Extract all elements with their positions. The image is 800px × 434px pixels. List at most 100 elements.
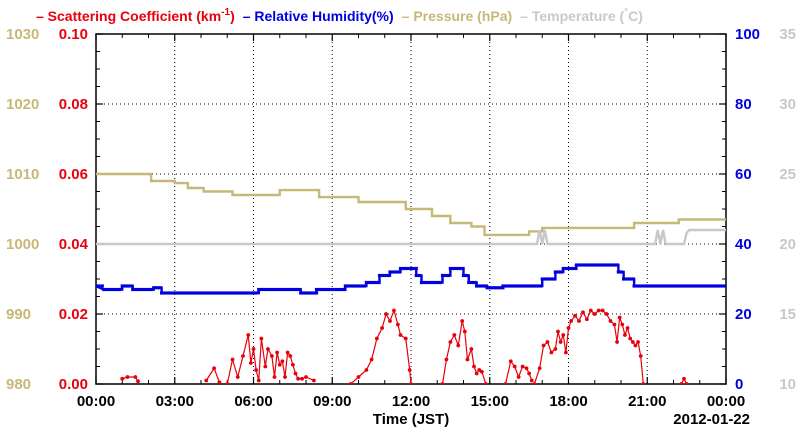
relative-humidity-point xyxy=(461,273,466,278)
relative-humidity-point xyxy=(543,277,547,281)
relative-humidity-point xyxy=(532,284,536,288)
scattering-coefficient-point xyxy=(275,350,280,355)
scattering-coefficient-point xyxy=(283,375,287,379)
relative-humidity-point xyxy=(118,287,122,292)
relative-humidity-point xyxy=(520,284,524,288)
scattering-coefficient-point xyxy=(479,369,484,374)
relative-humidity-point xyxy=(394,270,398,274)
scattering-coefficient-point xyxy=(608,319,613,323)
relative-humidity-point xyxy=(285,287,289,292)
scattering-coefficient-point xyxy=(584,317,589,322)
scattering-coefficient-point xyxy=(577,319,581,323)
legend-label: – Pressure (hPa) xyxy=(402,8,513,24)
relative-humidity-point xyxy=(720,284,724,288)
relative-humidity-point xyxy=(701,284,706,288)
relative-humidity-point xyxy=(402,266,406,271)
scattering-coefficient-point xyxy=(508,359,513,364)
relative-humidity-point xyxy=(398,266,403,271)
relative-humidity-point xyxy=(609,263,613,267)
scattering-tick-label: 0.06 xyxy=(59,166,88,183)
scattering-coefficient-point xyxy=(483,382,488,384)
relative-humidity-point xyxy=(455,266,459,271)
relative-humidity-point xyxy=(679,284,683,288)
relative-humidity-point xyxy=(314,291,319,295)
relative-humidity-point xyxy=(194,291,198,295)
scattering-coefficient-point xyxy=(269,354,274,358)
scattering-coefficient-point xyxy=(212,366,217,371)
scattering-coefficient-point xyxy=(545,340,550,344)
relative-humidity-point xyxy=(606,263,610,267)
x-tick-label: 09:00 xyxy=(313,393,351,410)
relative-humidity-point xyxy=(698,284,702,288)
scattering-coefficient-point xyxy=(285,350,290,355)
relative-humidity-point xyxy=(513,284,518,288)
scattering-coefficient-point xyxy=(633,343,638,348)
relative-humidity-point xyxy=(435,280,439,285)
scattering-tick-label: 0.04 xyxy=(59,236,89,253)
relative-humidity-point xyxy=(451,266,456,271)
relative-humidity-point xyxy=(213,291,217,295)
legend-svg: – Scattering Coefficient (km-1) – Relativ… xyxy=(36,7,643,24)
relative-humidity-point xyxy=(603,263,607,267)
relative-humidity-point xyxy=(432,280,436,285)
relative-humidity-point xyxy=(305,291,309,295)
scattering-coefficient-point xyxy=(356,375,361,379)
relative-humidity-point xyxy=(384,273,388,278)
scattering-coefficient-point xyxy=(388,319,392,323)
scattering-coefficient-point xyxy=(136,379,140,384)
relative-humidity-point xyxy=(343,287,347,292)
x-axis-labels: 00:00 03:00 06:00 09:00 12:00 15:00 18:00 21:00… xyxy=(77,393,745,410)
x-tick-label: 12:00 xyxy=(392,393,430,410)
relative-humidity-point xyxy=(343,284,347,288)
humidity-tick-label: 100 xyxy=(735,26,760,43)
relative-humidity-point xyxy=(288,287,292,292)
scattering-coefficient-point xyxy=(641,382,646,384)
relative-humidity-point xyxy=(616,270,620,274)
relative-humidity-point xyxy=(272,287,277,292)
relative-humidity-point xyxy=(414,266,418,271)
scattering-coefficient-line-segment xyxy=(226,334,315,384)
scattering-coefficient-point xyxy=(440,382,445,384)
scattering-coefficient-point xyxy=(133,375,138,379)
relative-humidity-series xyxy=(96,263,726,295)
pressure-tick-label: 990 xyxy=(6,306,31,323)
relative-humidity-point xyxy=(150,287,154,292)
relative-humidity-point xyxy=(484,284,488,288)
relative-humidity-point xyxy=(269,287,273,292)
scattering-coefficient-point xyxy=(460,319,465,323)
relative-humidity-point xyxy=(108,287,112,292)
relative-humidity-point xyxy=(387,273,391,278)
scattering-axis-labels: 0.00 0.02 0.04 0.06 0.08 0.10 xyxy=(59,26,89,393)
relative-humidity-point xyxy=(336,287,341,292)
series-group xyxy=(96,172,726,384)
relative-humidity-point xyxy=(571,266,575,271)
scattering-coefficient-point xyxy=(549,350,554,355)
pressure-tick-label: 980 xyxy=(6,376,31,393)
relative-humidity-point xyxy=(163,291,167,295)
relative-humidity-point xyxy=(581,263,585,267)
relative-humidity-point xyxy=(291,287,295,292)
relative-humidity-point xyxy=(667,284,671,288)
relative-humidity-point xyxy=(561,266,565,271)
relative-humidity-point xyxy=(673,284,677,288)
relative-humidity-point xyxy=(260,287,264,292)
relative-humidity-point xyxy=(660,284,665,288)
relative-humidity-point xyxy=(327,287,331,292)
relative-humidity-point xyxy=(298,287,302,292)
relative-humidity-point xyxy=(553,277,557,281)
relative-humidity-point xyxy=(126,284,131,288)
relative-humidity-point xyxy=(622,277,626,281)
relative-humidity-point xyxy=(692,284,696,288)
scattering-coefficient-point xyxy=(364,368,369,372)
legend: – Scattering Coefficient (km-1) – Relativ… xyxy=(0,4,800,28)
relative-humidity-point xyxy=(682,284,687,288)
scattering-coefficient-point xyxy=(348,382,353,384)
scattering-coefficient-point xyxy=(532,382,537,384)
scattering-coefficient-point xyxy=(407,368,412,372)
scattering-coefficient-point xyxy=(612,322,617,327)
scattering-coefficient-point xyxy=(684,382,689,384)
scattering-coefficient-point xyxy=(630,340,635,344)
scattering-coefficient-point xyxy=(266,347,270,351)
relative-humidity-point xyxy=(276,287,280,292)
relative-humidity-point xyxy=(111,287,115,292)
